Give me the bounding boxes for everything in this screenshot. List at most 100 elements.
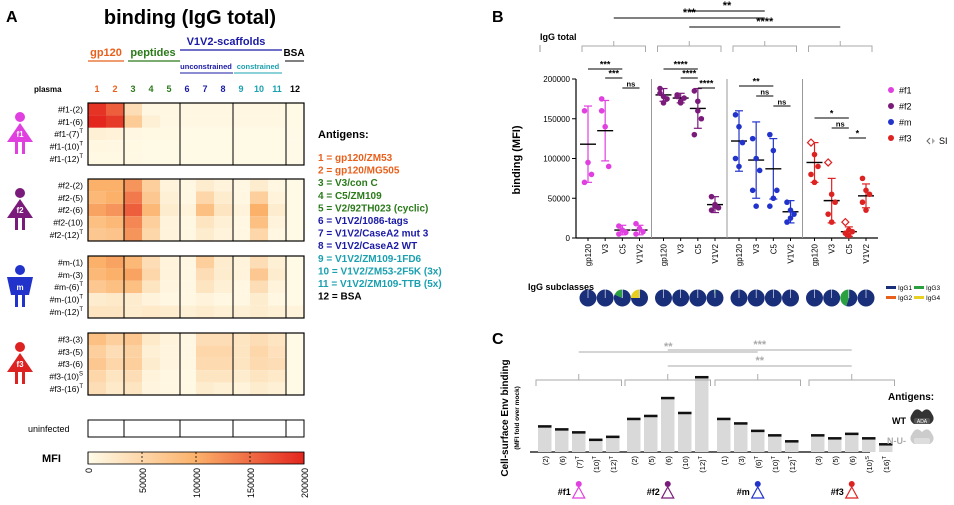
heatmap-cell: [160, 382, 178, 395]
row-label: #m-(1): [58, 257, 83, 267]
pie-slice: [631, 289, 640, 298]
heatmap-cell: [268, 256, 286, 269]
heatmap-cell: [178, 152, 196, 165]
bar-top: [678, 411, 692, 415]
row-label: #f1-(7)T: [54, 129, 83, 139]
heatmap-cell: [124, 228, 142, 241]
figure-leg: [15, 295, 18, 307]
data-point: [695, 108, 701, 114]
heatmap-cell: [142, 370, 160, 383]
c-group-bracket: [714, 379, 801, 386]
c-figure-body: [844, 485, 859, 499]
figure-body: [7, 123, 33, 142]
bar-label: (3): [737, 456, 746, 466]
bar: [717, 417, 731, 452]
heatmap-cell: [196, 370, 214, 383]
data-point: [657, 90, 663, 97]
data-point: [749, 187, 756, 194]
bar-label: (10)T: [592, 455, 601, 472]
heatmap-cell: [178, 140, 196, 153]
heatmap-cell: [268, 333, 286, 346]
heatmap-cell: [178, 216, 196, 229]
x-tick-label: gp120: [811, 243, 820, 266]
heatmap-cell: [214, 382, 232, 395]
heatmap-cell: [196, 305, 214, 318]
heatmap-cell: [142, 203, 160, 217]
column-number: 3: [130, 84, 135, 94]
c-figure-head: [575, 481, 582, 487]
heatmap-cell: [106, 305, 124, 318]
heatmap-cell: [106, 216, 124, 229]
heatmap-cell: [214, 305, 232, 318]
top-sig-label: **: [723, 0, 732, 12]
heatmap-cell: [142, 345, 160, 358]
figure-label: m: [16, 283, 23, 292]
data-point: [828, 191, 835, 198]
heatmap-cell: [250, 305, 268, 318]
heatmap-cell: [196, 382, 214, 395]
heatmap-cell: [124, 191, 142, 204]
heatmap-cell: [124, 179, 142, 192]
heatmap: #f1-(2) #f1-(6) #f1-(7)T #f1-(10)T #f1-(12)T…: [7, 102, 305, 396]
igg-subclasses-text: IgG subclasses: [528, 282, 594, 292]
heatmap-cell: [250, 179, 268, 192]
bar-label: (12)T: [698, 455, 707, 472]
legend-marker: [888, 87, 894, 93]
heatmap-cell: [196, 216, 214, 229]
heatmap-cell: [196, 203, 214, 217]
data-point: [588, 171, 595, 178]
heatmap-cell: [142, 357, 160, 371]
heatmap-cell: [160, 216, 178, 229]
panel-c-letter: C: [492, 331, 504, 348]
heatmap-cell: [124, 333, 142, 346]
heatmap-cell: [106, 268, 124, 281]
heatmap-cell: [88, 228, 106, 241]
heatmap-cell: [88, 203, 106, 217]
heatmap-cell: [232, 103, 250, 116]
bar: [879, 443, 893, 452]
bar: [678, 411, 692, 452]
heatmap-cell: [250, 256, 268, 269]
heatmap-cell: [232, 268, 250, 281]
figure-head: [15, 112, 25, 122]
bar: [695, 375, 709, 452]
bar-group-f2: (2) (5) (6) (10) (12)T #f2: [624, 374, 711, 499]
group-header-constrained: constrained: [237, 62, 280, 71]
subclass-label: IgG2: [898, 295, 912, 302]
data-point: [623, 229, 629, 236]
inner-sig-label: *: [856, 129, 860, 139]
heatmap-cell: [178, 103, 196, 116]
bar: [555, 428, 569, 452]
heatmap-cell: [124, 256, 142, 269]
heatmap-cell: [88, 216, 106, 229]
heatmap-cell: [286, 333, 304, 346]
inner-sig-label: ns: [627, 80, 636, 89]
heatmap-cell: [214, 152, 232, 165]
heatmap-cell: [178, 333, 196, 346]
antigen-entry: 9 = V1V2/ZM109-1FD6: [318, 254, 422, 265]
heatmap-cell: [106, 140, 124, 153]
data-point: [815, 163, 821, 170]
subclass-swatch: [914, 296, 924, 299]
heatmap-cell: [142, 179, 160, 192]
data-point: [825, 211, 831, 217]
heatmap-cell: [196, 228, 214, 241]
subclass-pie: [655, 289, 672, 307]
heatmap-cell: [124, 103, 142, 116]
data-point: [863, 207, 869, 213]
heatmap-cell: [214, 345, 232, 358]
heatmap-cell: [196, 280, 214, 294]
subclass-label: IgG3: [926, 285, 940, 292]
subclass-pie: [596, 289, 614, 307]
inner-sig-label: ****: [682, 69, 697, 79]
data-point: [787, 207, 794, 213]
data-point: [732, 111, 739, 118]
heatmap-cell: [106, 115, 124, 128]
bar-group-f3: (3) (5) (6) (10)S (16)T #f3: [808, 374, 895, 499]
legend-label: #f1: [899, 86, 912, 96]
y-tick-label: 150000: [543, 115, 570, 124]
data-point: [674, 93, 680, 100]
x-tick-label: gp120: [660, 243, 669, 266]
row-label: #f2-(10): [53, 218, 83, 228]
